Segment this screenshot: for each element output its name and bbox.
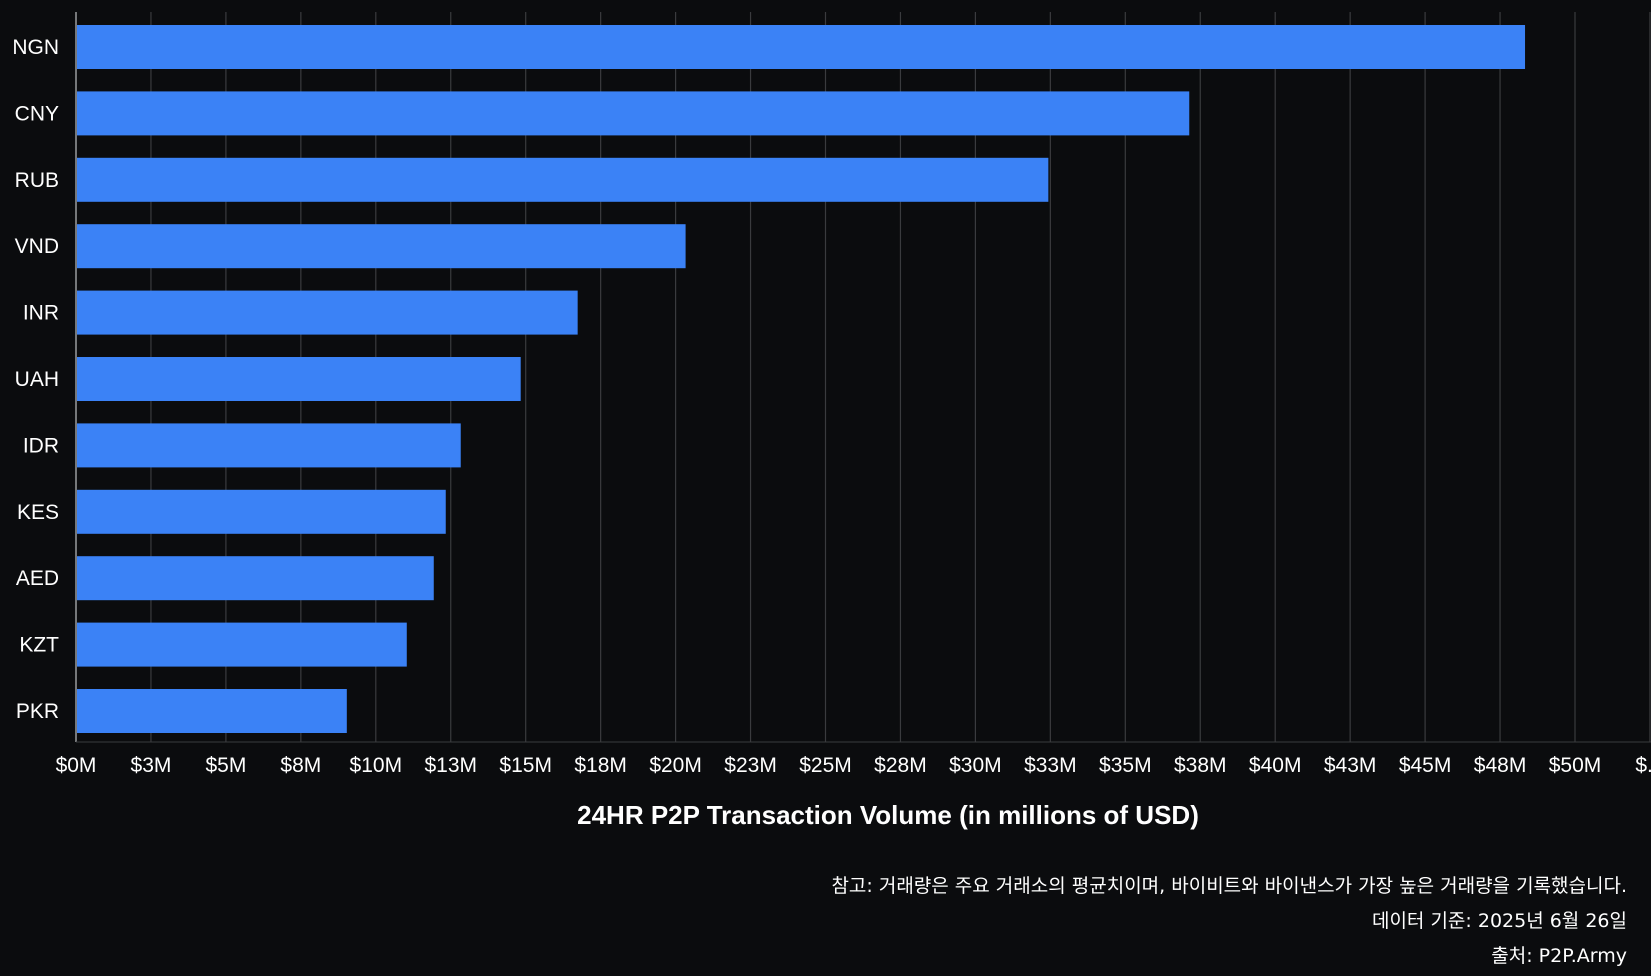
bar-cny: [77, 91, 1190, 136]
x-axis-title: 24HR P2P Transaction Volume (in millions…: [577, 800, 1199, 830]
x-tick-label: $10M: [350, 754, 403, 777]
bar-rub: [77, 157, 1049, 202]
footnote-text: 참고: 거래량은 주요 거래소의 평균치이며, 바이비트와 바이낸스가 가장 높…: [831, 875, 1627, 897]
data-date-text: 데이터 기준: 2025년 6월 26일: [1371, 910, 1627, 932]
x-tick-label: $15M: [499, 754, 552, 777]
bar-aed: [77, 556, 434, 601]
x-tick-label: $40M: [1249, 754, 1302, 777]
y-category-label: VND: [15, 235, 59, 258]
y-category-label: UAH: [15, 368, 59, 391]
x-tick-label: $28M: [874, 754, 927, 777]
x-tick-label: $33M: [1024, 754, 1077, 777]
bar-pkr: [77, 689, 347, 733]
x-tick-label: $8M: [280, 754, 321, 777]
x-tick-label: $13M: [424, 754, 477, 777]
bar-ngn: [77, 25, 1526, 69]
y-category-label: KZT: [19, 634, 59, 657]
x-tick-label: $45M: [1399, 754, 1452, 777]
x-tick-label: $25M: [799, 754, 852, 777]
x-tick-label: $3M: [131, 754, 172, 777]
x-tick-label: $38M: [1174, 754, 1227, 777]
bar-idr: [77, 423, 461, 468]
source-text: 출처: P2P.Army: [1491, 945, 1627, 967]
y-category-label: AED: [16, 567, 59, 590]
y-category-label: CNY: [15, 102, 59, 125]
x-tick-label: $...: [1635, 754, 1651, 777]
x-tick-label: $23M: [724, 754, 777, 777]
x-tick-label: $48M: [1474, 754, 1527, 777]
bar-vnd: [77, 224, 686, 269]
bar-chart: $0M $3M $5M $8M $10M $13M $15M $18M $20M $23M $25M…: [12, 12, 1651, 777]
x-tick-label: $50M: [1549, 754, 1602, 777]
x-tick-label: $0M: [56, 754, 97, 777]
y-category-label: INR: [23, 302, 59, 325]
bar-kzt: [77, 622, 407, 667]
x-tick-label: $35M: [1099, 754, 1152, 777]
x-tick-label: $43M: [1324, 754, 1377, 777]
x-tick-label: $20M: [649, 754, 702, 777]
bar-uah: [77, 357, 521, 401]
y-category-label: NGN: [12, 36, 59, 59]
bar-inr: [77, 290, 578, 335]
y-category-label: KES: [17, 501, 59, 524]
y-category-label: PKR: [16, 700, 59, 723]
y-category-label: RUB: [15, 169, 59, 192]
x-tick-label: $30M: [949, 754, 1002, 777]
x-tick-label: $18M: [574, 754, 627, 777]
x-tick-label: $5M: [205, 754, 246, 777]
bar-kes: [77, 489, 446, 534]
y-category-label: IDR: [23, 434, 59, 457]
